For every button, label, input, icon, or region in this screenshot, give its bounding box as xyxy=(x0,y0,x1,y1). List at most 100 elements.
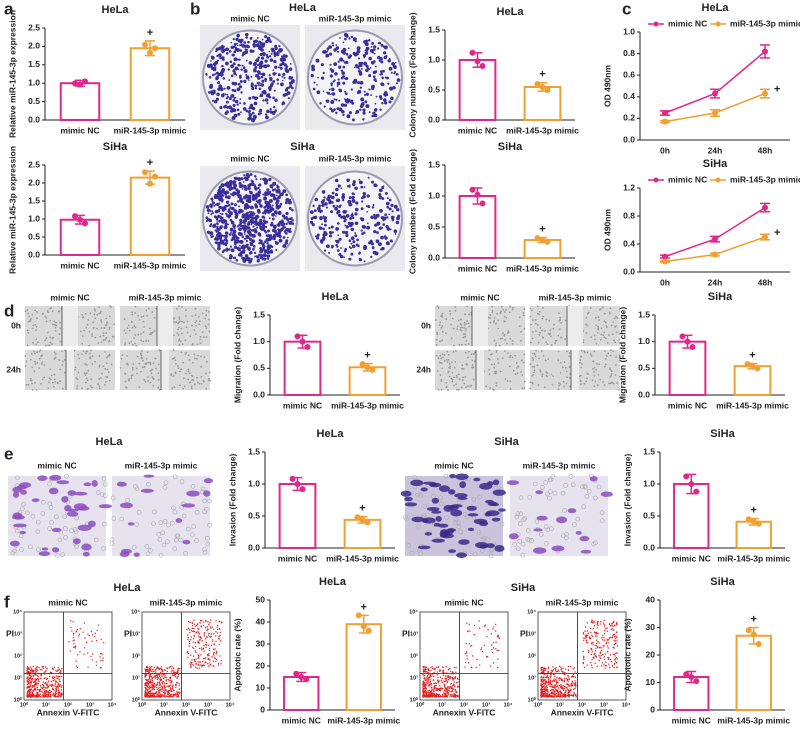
event xyxy=(193,623,196,626)
colony xyxy=(369,239,373,243)
pore xyxy=(599,518,605,524)
event xyxy=(210,635,212,638)
pore xyxy=(174,533,180,539)
colony xyxy=(242,219,245,222)
colony xyxy=(221,234,224,237)
cell xyxy=(439,374,442,376)
event xyxy=(177,691,179,693)
event xyxy=(56,670,58,673)
cell xyxy=(104,368,107,370)
event xyxy=(210,627,212,629)
cell xyxy=(131,326,134,329)
cell xyxy=(493,372,496,375)
pore xyxy=(416,523,421,529)
cell xyxy=(50,307,53,309)
colony xyxy=(256,64,260,67)
cell xyxy=(548,319,551,322)
colony xyxy=(223,105,227,109)
pore xyxy=(102,521,107,527)
cell xyxy=(599,339,602,341)
cell xyxy=(181,343,184,346)
colony xyxy=(341,71,346,75)
cell xyxy=(603,365,606,368)
cell xyxy=(58,359,61,361)
event xyxy=(205,661,207,663)
colony xyxy=(231,206,235,211)
event xyxy=(42,694,44,697)
event xyxy=(47,680,50,682)
cell xyxy=(52,547,60,553)
colony xyxy=(338,99,341,102)
colony xyxy=(262,219,266,223)
colony xyxy=(328,226,331,230)
cell xyxy=(66,511,79,517)
cell xyxy=(105,362,108,365)
event xyxy=(212,628,215,630)
cell xyxy=(435,354,438,357)
colony xyxy=(221,239,224,242)
event xyxy=(186,651,189,653)
event xyxy=(198,667,200,669)
cell xyxy=(208,318,211,321)
cell xyxy=(200,382,203,385)
colony xyxy=(283,216,287,220)
cell xyxy=(91,335,94,338)
colony xyxy=(363,90,366,93)
colony xyxy=(268,217,271,219)
cell xyxy=(436,305,439,308)
event xyxy=(144,684,147,687)
colony xyxy=(282,226,285,228)
cell xyxy=(582,339,585,341)
colony xyxy=(263,54,266,57)
colony xyxy=(382,223,386,226)
event xyxy=(189,663,191,665)
colony xyxy=(221,64,224,68)
event xyxy=(78,635,80,637)
event xyxy=(166,685,168,688)
event xyxy=(198,642,200,645)
event xyxy=(192,655,195,657)
event xyxy=(27,689,30,691)
pore xyxy=(35,519,41,525)
colony xyxy=(363,186,366,188)
cell xyxy=(145,358,148,360)
pore xyxy=(166,522,171,528)
colony xyxy=(320,200,325,204)
colony xyxy=(263,180,268,185)
cell xyxy=(515,367,518,369)
cell xyxy=(566,376,568,379)
cell xyxy=(488,373,491,376)
colony xyxy=(262,193,265,196)
cell xyxy=(473,360,476,362)
cell xyxy=(615,356,618,359)
row-label: 24h xyxy=(416,364,431,374)
colony xyxy=(241,215,245,218)
colony xyxy=(378,95,383,99)
colony xyxy=(355,110,360,114)
colony xyxy=(230,41,233,44)
event xyxy=(169,687,172,689)
cell xyxy=(85,350,88,353)
image-label: miR-145-3p mimic xyxy=(523,460,596,470)
cell xyxy=(503,315,506,318)
event xyxy=(431,666,433,668)
event xyxy=(152,687,154,689)
pore xyxy=(63,526,68,531)
colony xyxy=(331,42,334,45)
event xyxy=(194,661,196,663)
event xyxy=(440,679,443,682)
cell xyxy=(84,312,87,315)
cell xyxy=(500,310,503,313)
cell xyxy=(24,310,27,313)
cell xyxy=(92,326,95,329)
colony xyxy=(324,202,328,206)
cell xyxy=(152,377,155,380)
event xyxy=(428,684,430,687)
event xyxy=(28,683,30,685)
pore xyxy=(190,532,195,537)
cell xyxy=(552,375,554,378)
cell xyxy=(441,367,444,370)
cell xyxy=(59,368,62,371)
pore xyxy=(586,488,592,494)
image xyxy=(434,305,526,347)
